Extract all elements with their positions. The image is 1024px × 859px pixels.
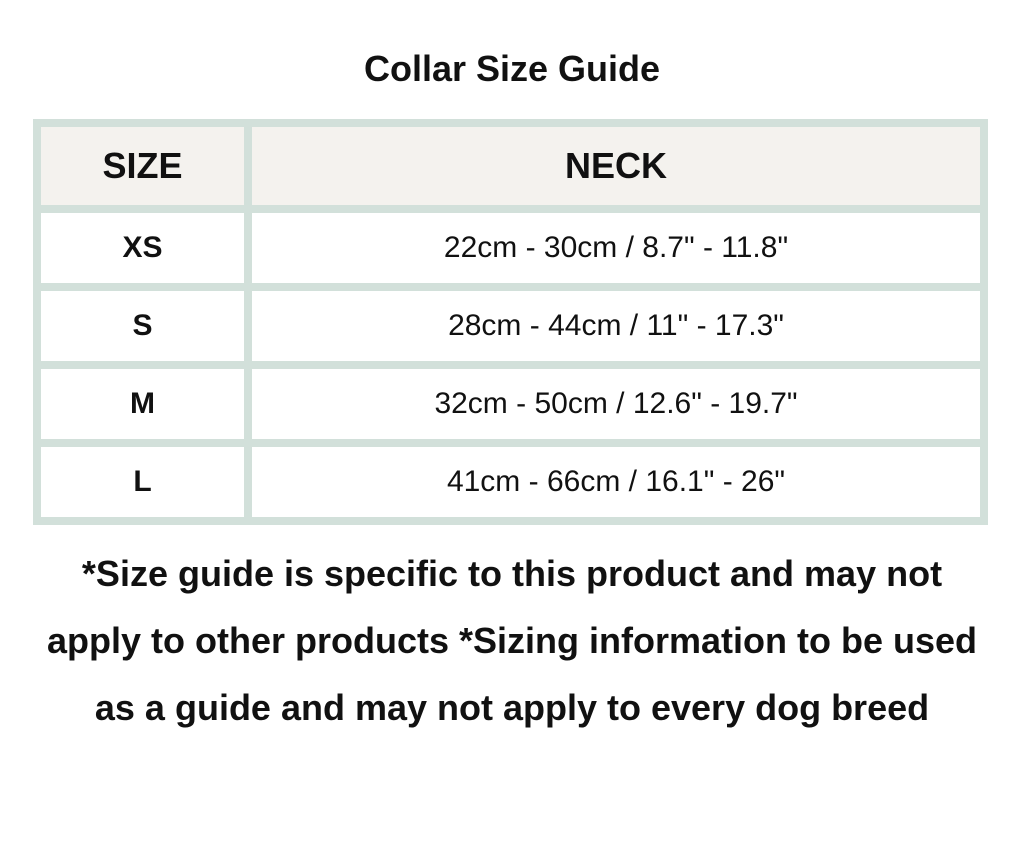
row-neck: 41cm - 66cm / 16.1" - 26" bbox=[252, 447, 980, 517]
row-size: S bbox=[41, 291, 244, 361]
header-neck: NECK bbox=[252, 127, 980, 205]
row-size: XS bbox=[41, 213, 244, 283]
page-title: Collar Size Guide bbox=[363, 48, 661, 89]
row-neck: 32cm - 50cm / 12.6" - 19.7" bbox=[252, 369, 980, 439]
size-table: SIZE NECK XS 22cm - 30cm / 8.7" - 11.8" … bbox=[33, 119, 988, 525]
row-size: L bbox=[41, 447, 244, 517]
row-neck: 22cm - 30cm / 8.7" - 11.8" bbox=[252, 213, 980, 283]
size-disclaimer: *Size guide is specific to this product … bbox=[46, 553, 978, 728]
header-size: SIZE bbox=[41, 127, 244, 205]
row-neck: 28cm - 44cm / 11" - 17.3" bbox=[252, 291, 980, 361]
row-size: M bbox=[41, 369, 244, 439]
